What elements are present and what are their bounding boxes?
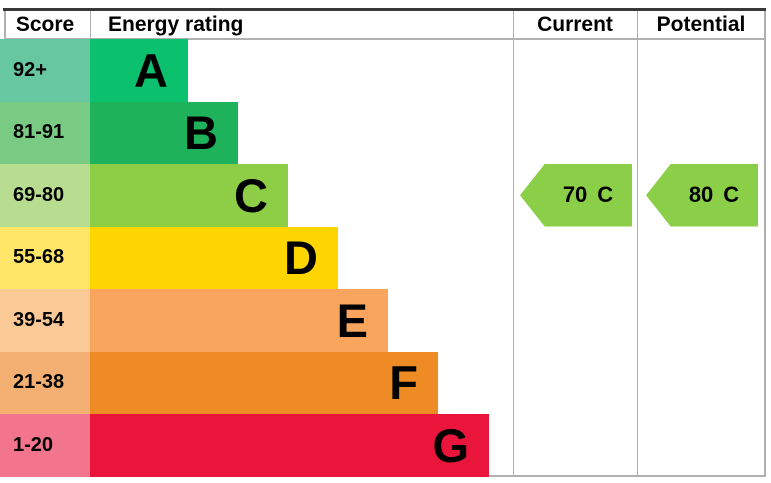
- score-range-e: 39-54: [0, 289, 90, 352]
- column-header-score: Score: [15, 13, 75, 36]
- score-column-divider: [89, 9, 91, 38]
- potential-column-divider: [636, 9, 638, 477]
- table-header-row: Score Energy rating Current Potential: [0, 11, 771, 39]
- column-header-energy-rating: Energy rating: [108, 13, 244, 36]
- current-rating-value: 70: [562, 182, 588, 208]
- score-range-f: 21-38: [0, 351, 90, 414]
- rating-bar-b: B: [90, 101, 238, 164]
- header-underline: [4, 38, 765, 40]
- table-right-border: [764, 9, 766, 477]
- score-range-a: 92+: [0, 39, 90, 102]
- current-rating-band: C: [597, 182, 614, 208]
- score-range-b: 81-91: [0, 101, 90, 164]
- band-row-d: 55-68 D: [0, 226, 513, 289]
- rating-bar-f: F: [90, 351, 438, 414]
- score-range-c: 69-80: [0, 164, 90, 227]
- band-row-e: 39-54 E: [0, 289, 513, 352]
- table-top-border: [3, 8, 766, 11]
- current-rating-arrow: 70 C: [520, 164, 632, 227]
- rating-bands: 92+ A 81-91 B 69-80 C 55-68 D 39-54 E 21-38 F 1-20 G: [0, 39, 513, 477]
- column-header-potential: Potential: [656, 13, 746, 36]
- potential-rating-arrow: 80 C: [646, 164, 758, 227]
- band-row-c: 69-80 C: [0, 164, 513, 227]
- potential-rating-band: C: [723, 182, 740, 208]
- rating-bar-a: A: [90, 39, 188, 102]
- score-range-d: 55-68: [0, 226, 90, 289]
- rating-bar-g: G: [90, 414, 489, 477]
- current-column-divider: [512, 9, 514, 477]
- band-row-a: 92+ A: [0, 39, 513, 102]
- score-range-g: 1-20: [0, 414, 90, 477]
- rating-bar-c: C: [90, 164, 288, 227]
- band-row-f: 21-38 F: [0, 351, 513, 414]
- rating-bar-e: E: [90, 289, 388, 352]
- column-header-current: Current: [537, 13, 613, 36]
- band-row-g: 1-20 G: [0, 414, 513, 477]
- potential-rating-value: 80: [688, 182, 714, 208]
- rating-bar-d: D: [90, 226, 338, 289]
- band-row-b: 81-91 B: [0, 101, 513, 164]
